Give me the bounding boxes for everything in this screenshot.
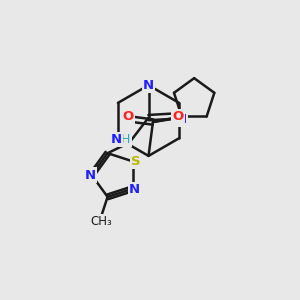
Text: N: N: [143, 79, 154, 92]
Text: N: N: [85, 169, 96, 182]
Text: H: H: [121, 133, 130, 146]
Text: S: S: [131, 155, 141, 168]
Text: N: N: [129, 184, 140, 196]
Text: N: N: [111, 133, 122, 146]
Text: N: N: [176, 113, 187, 126]
Text: O: O: [172, 110, 184, 123]
Text: O: O: [122, 110, 134, 123]
Text: CH₃: CH₃: [90, 215, 112, 228]
